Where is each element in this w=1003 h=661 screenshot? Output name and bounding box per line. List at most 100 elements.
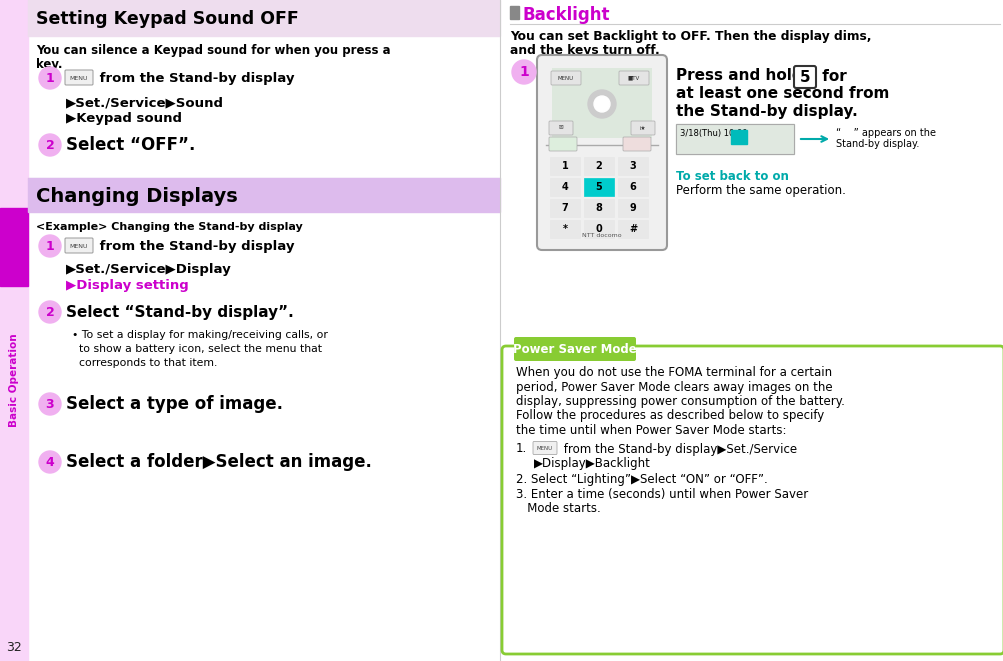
Bar	[0, 0, 28, 661]
Text: You can silence a Keypad sound for when you press a: You can silence a Keypad sound for when …	[36, 44, 390, 57]
Text: 5: 5	[595, 182, 602, 192]
Text: 1.: 1.	[516, 442, 527, 455]
Text: 5: 5	[799, 69, 809, 85]
Text: 1: 1	[45, 71, 54, 85]
Circle shape	[39, 67, 61, 89]
FancyBboxPatch shape	[533, 442, 557, 455]
Text: #: #	[628, 224, 637, 234]
Bar	[550, 220, 580, 238]
Text: To set back to on: To set back to on	[675, 170, 788, 183]
Bar	[675, 124, 793, 154]
Text: MENU: MENU	[558, 75, 574, 81]
Text: 8: 8	[595, 203, 602, 213]
Bar	[675, 124, 793, 154]
Text: 3: 3	[46, 397, 54, 410]
Text: You can set Backlight to OFF. Then the display dims,: You can set Backlight to OFF. Then the d…	[510, 30, 871, 43]
Text: 6: 6	[629, 182, 636, 192]
FancyBboxPatch shape	[623, 137, 650, 151]
Bar	[730, 130, 746, 144]
Circle shape	[594, 96, 610, 112]
Text: Stand-by display.: Stand-by display.	[835, 139, 919, 149]
Text: • To set a display for making/receiving calls, or: • To set a display for making/receiving …	[72, 330, 328, 340]
Text: MENU: MENU	[69, 75, 88, 81]
Text: ▶Set./Service▶Display: ▶Set./Service▶Display	[66, 263, 232, 276]
Text: ■TV: ■TV	[627, 75, 640, 81]
FancyBboxPatch shape	[514, 337, 635, 361]
Bar	[618, 178, 647, 196]
Bar	[618, 157, 647, 175]
Text: i★: i★	[639, 126, 646, 130]
Bar	[584, 220, 614, 238]
Bar	[510, 6, 519, 19]
Text: MENU: MENU	[69, 243, 88, 249]
Text: NTT docomo: NTT docomo	[582, 233, 621, 237]
Text: key.: key.	[36, 58, 62, 71]
Circle shape	[39, 301, 61, 323]
Circle shape	[39, 235, 61, 257]
Bar	[584, 157, 614, 175]
Circle shape	[588, 90, 616, 118]
Text: from the Stand-by display: from the Stand-by display	[95, 71, 294, 85]
Text: 1: 1	[519, 65, 529, 79]
Bar	[550, 157, 580, 175]
Bar	[584, 178, 614, 196]
Text: <Example> Changing the Stand-by display: <Example> Changing the Stand-by display	[36, 222, 303, 232]
Circle shape	[512, 60, 536, 84]
Text: 3/18(Thu) 10:00: 3/18(Thu) 10:00	[679, 129, 747, 138]
Text: for: for	[816, 69, 846, 84]
Text: Power Saver Mode: Power Saver Mode	[513, 342, 636, 356]
Bar	[550, 178, 580, 196]
Text: from the Stand-by display: from the Stand-by display	[95, 239, 294, 253]
Text: ✉: ✉	[558, 126, 563, 130]
FancyBboxPatch shape	[630, 121, 654, 135]
Text: Press and hold: Press and hold	[675, 68, 807, 83]
FancyBboxPatch shape	[65, 238, 93, 253]
Text: Backlight: Backlight	[523, 6, 610, 24]
Text: Follow the procedures as described below to specify: Follow the procedures as described below…	[516, 410, 823, 422]
Text: the Stand-by display.: the Stand-by display.	[675, 104, 857, 119]
Text: from the Stand-by display▶Set./Service: from the Stand-by display▶Set./Service	[560, 442, 796, 455]
Text: 2: 2	[45, 305, 54, 319]
Circle shape	[39, 451, 61, 473]
Text: at least one second from: at least one second from	[675, 86, 889, 101]
Bar	[584, 199, 614, 217]
FancyBboxPatch shape	[551, 71, 581, 85]
Text: 3: 3	[629, 161, 636, 171]
FancyBboxPatch shape	[65, 70, 93, 85]
Bar	[28, 178, 499, 212]
Circle shape	[39, 134, 61, 156]
Text: Basic Operation: Basic Operation	[9, 333, 19, 427]
Bar	[618, 220, 647, 238]
Text: the time until when Power Saver Mode starts:: the time until when Power Saver Mode sta…	[516, 424, 785, 437]
Bar	[618, 199, 647, 217]
Text: 0: 0	[595, 224, 602, 234]
Bar	[28, 0, 499, 36]
Text: 1: 1	[561, 161, 568, 171]
Bar	[550, 199, 580, 217]
Text: 2: 2	[595, 161, 602, 171]
Text: ▶Display setting: ▶Display setting	[66, 279, 189, 292]
Bar	[552, 68, 651, 138]
Text: ▶Keypad sound: ▶Keypad sound	[66, 112, 182, 125]
Text: Select a type of image.: Select a type of image.	[66, 395, 283, 413]
Text: 4: 4	[561, 182, 568, 192]
Text: MENU: MENU	[537, 446, 553, 451]
Text: Perform the same operation.: Perform the same operation.	[675, 184, 846, 197]
Text: Changing Displays: Changing Displays	[36, 186, 238, 206]
Text: 2: 2	[45, 139, 54, 151]
Text: 4: 4	[45, 455, 54, 469]
Text: 32: 32	[6, 641, 22, 654]
Text: *: *	[562, 224, 567, 234]
Text: 1: 1	[45, 239, 54, 253]
Bar	[0, 208, 28, 286]
Text: display, suppressing power consumption of the battery.: display, suppressing power consumption o…	[516, 395, 845, 408]
Text: to show a battery icon, select the menu that: to show a battery icon, select the menu …	[72, 344, 322, 354]
Text: corresponds to that item.: corresponds to that item.	[72, 358, 218, 368]
Text: “    ” appears on the: “ ” appears on the	[835, 128, 935, 138]
Text: 3. Enter a time (seconds) until when Power Saver: 3. Enter a time (seconds) until when Pow…	[516, 488, 807, 501]
Text: ▶Display▶Backlight: ▶Display▶Backlight	[534, 457, 650, 470]
Text: Select “Stand-by display”.: Select “Stand-by display”.	[66, 305, 294, 319]
Text: Mode starts.: Mode starts.	[516, 502, 600, 516]
FancyBboxPatch shape	[793, 66, 815, 88]
Text: 9: 9	[629, 203, 636, 213]
